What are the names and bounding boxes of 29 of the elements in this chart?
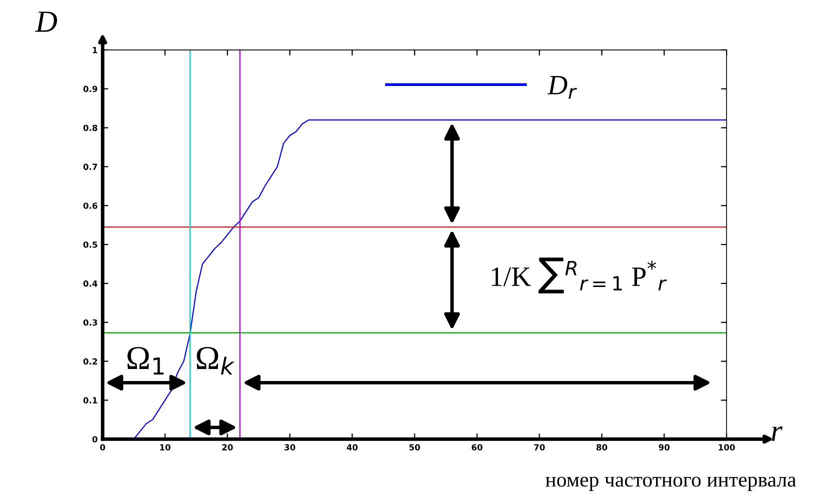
- annotation: 1/K ∑$^{R}$$_{r=1}$ P$^{*}$$_{r}$: [492, 258, 667, 294]
- x-tick-label: 70: [534, 444, 545, 450]
- y-tick-label: 0.5: [83, 241, 98, 248]
- x-tick-label: 20: [222, 444, 233, 450]
- x-tick-label: 80: [596, 444, 608, 450]
- y-tick-label: 0.6: [83, 202, 98, 209]
- y-tick-label: 0.1: [83, 397, 98, 404]
- y-tick-label: 1: [92, 46, 98, 54]
- y-tick-label: 0.4: [83, 280, 98, 287]
- x-tick-label: 60: [472, 444, 482, 450]
- x-tick-label: 50: [409, 444, 420, 450]
- text: номер частотного интервала: [546, 476, 796, 491]
- x-axis-title: r: [772, 426, 783, 441]
- y-axis-title: D: [35, 12, 58, 32]
- x-tick-label: 0: [100, 444, 106, 450]
- x-tick-label: 40: [346, 444, 358, 450]
- x-tick-label: 90: [658, 444, 670, 450]
- legend-label: D$_{r}$: [547, 76, 577, 99]
- annotation: Ω$_{1}$: [128, 346, 164, 374]
- y-tick-label: 0: [92, 436, 98, 442]
- annotation: Ω$_{k}$: [196, 346, 234, 374]
- x-tick-label: 10: [160, 444, 170, 450]
- y-tick-label: 0.2: [83, 358, 98, 365]
- x-tick-label: 30: [284, 444, 296, 450]
- y-tick-label: 0.8: [83, 124, 98, 132]
- y-tick-label: 0.3: [83, 319, 98, 326]
- y-tick-label: 0.7: [83, 164, 98, 170]
- x-tick-label: 100: [718, 444, 735, 450]
- y-tick-label: 0.9: [83, 86, 98, 92]
